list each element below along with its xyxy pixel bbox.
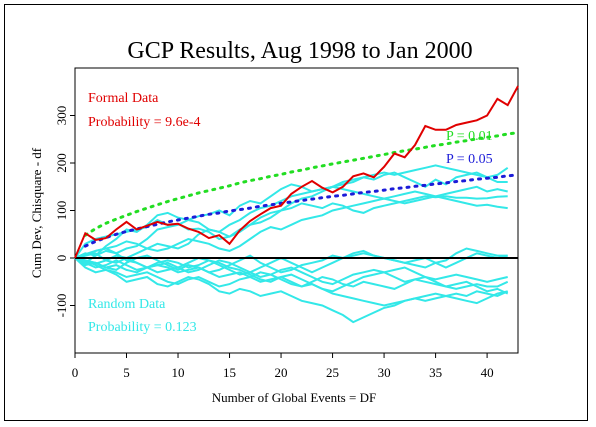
x-tick-label: 10 [172, 365, 185, 380]
x-tick-label: 40 [481, 365, 494, 380]
formal-probability: Probability = 9.6e-4 [88, 115, 201, 130]
chart-frame [4, 4, 588, 421]
x-tick-label: 25 [326, 365, 339, 380]
random-series-line-11 [74, 190, 508, 259]
formal-label: Formal Data [88, 91, 159, 106]
random-probability: Probability = 0.123 [88, 320, 197, 335]
x-tick-label: 35 [429, 365, 442, 380]
chart-title: GCP Results, Aug 1998 to Jan 2000 [127, 38, 472, 64]
x-tick-label: 5 [123, 365, 130, 380]
x-tick-label: 30 [378, 365, 391, 380]
y-axis-label: Cum Dev, Chisquare - df [29, 147, 44, 278]
p05-curve [83, 173, 520, 248]
y-tick-label: 0 [54, 255, 69, 262]
y-tick-label: 300 [54, 106, 69, 126]
x-tick-label: 15 [223, 365, 236, 380]
random-series-line-9 [74, 257, 508, 324]
random-series-line-7 [74, 257, 509, 290]
x-axis-label: Number of Global Events = DF [212, 390, 376, 405]
y-tick-label: 200 [54, 153, 69, 173]
p01-label: P = 0.01 [446, 129, 493, 144]
random-series-line-12 [74, 254, 509, 295]
y-tick-label: 100 [54, 201, 69, 221]
formal-data-line [74, 85, 519, 259]
p05-label: P = 0.05 [446, 152, 493, 167]
p01-curve [83, 131, 520, 237]
x-tick-label: 20 [275, 365, 288, 380]
random-label: Random Data [88, 297, 166, 312]
y-tick-label: -100 [54, 294, 69, 318]
x-tick-label: 0 [72, 365, 79, 380]
